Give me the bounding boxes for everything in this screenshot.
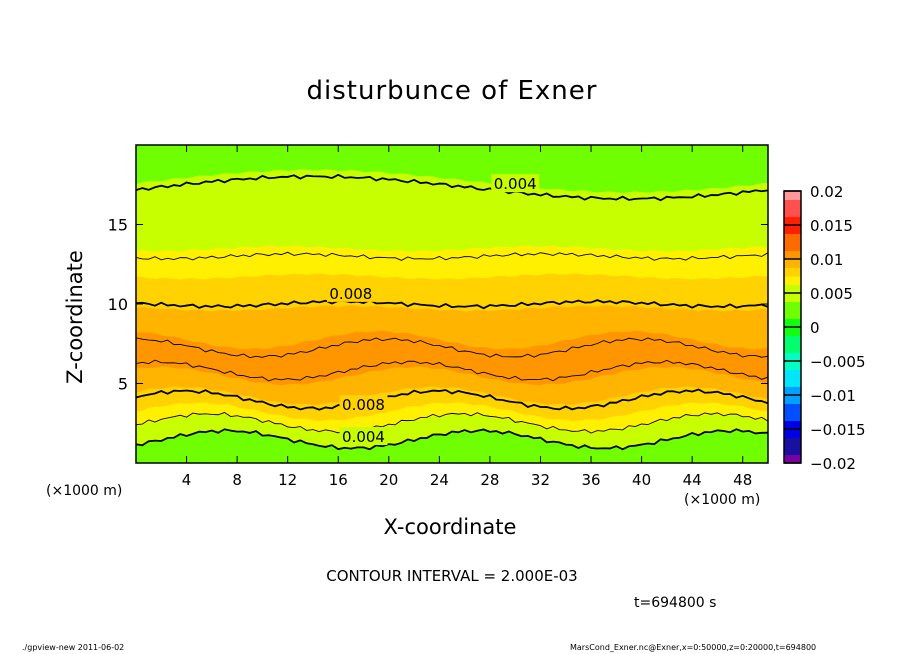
contour-interval: CONTOUR INTERVAL = 2.000E-03 [326, 567, 578, 585]
x-tick-label: 44 [683, 471, 702, 489]
colorbar-swatch [784, 369, 801, 379]
field-band [136, 145, 768, 166]
contour-line [136, 388, 768, 411]
field-band [136, 466, 768, 489]
colorbar-swatch [784, 208, 801, 217]
field-band [136, 145, 768, 158]
x-tick-label: 28 [480, 471, 499, 489]
field-band [211, 457, 768, 463]
contour-label-bg [491, 174, 540, 193]
field-band [499, 145, 758, 154]
colorbar-tick-label: 0.02 [810, 183, 843, 201]
colorbar-swatch [784, 225, 801, 234]
colorbar-swatch [784, 293, 801, 302]
colorbar-swatch [784, 344, 801, 353]
y-tick-label: 10 [108, 295, 128, 314]
contour-label: 0.004 [342, 428, 385, 446]
colorbar-swatch [784, 276, 801, 285]
colorbar-tick-label: 0.005 [810, 285, 853, 303]
contour-line [136, 299, 768, 310]
contour-line [136, 251, 768, 261]
x-tick-label: 4 [182, 471, 192, 489]
colorbar-swatch [784, 216, 801, 226]
contour-label-bg [339, 395, 388, 414]
contour-label: 0.008 [342, 396, 385, 414]
x-tick-label: 36 [581, 471, 600, 489]
colorbar-swatch [784, 335, 801, 345]
contour-label-bg [326, 283, 375, 302]
colorbar-swatch [784, 395, 801, 404]
chart-title: disturbunce of Exner [306, 76, 598, 106]
y-axis-label: Z-coordinate [63, 250, 87, 384]
field-band [232, 461, 768, 463]
field-band [136, 445, 768, 463]
colorbar-swatch [784, 284, 801, 294]
footer-left: ./gpview-new 2011-06-02 [22, 643, 125, 652]
y-tick-label: 15 [108, 216, 128, 235]
colorbar-swatch [784, 301, 801, 311]
contour-line [136, 412, 768, 434]
colorbar-swatch [784, 429, 801, 438]
x-unit-label-left: (×1000 m) [46, 483, 123, 499]
x-unit-label-right: (×1000 m) [684, 492, 761, 508]
contour-label: 0.008 [329, 285, 372, 303]
colorbar-swatch [784, 310, 801, 319]
colorbar-swatch [784, 191, 801, 200]
colorbar-swatch [784, 318, 801, 328]
colorbar-swatch [784, 437, 801, 447]
x-tick-label: 20 [379, 471, 398, 489]
field-band [136, 145, 768, 170]
colorbar-swatch [784, 361, 801, 370]
field-band [158, 449, 768, 463]
x-tick-label: 32 [531, 471, 550, 489]
colorbar-tick-label: 0.015 [810, 217, 853, 235]
colorbar-swatch [784, 233, 801, 243]
x-tick-label: 40 [632, 471, 651, 489]
contour-label-bg [339, 426, 388, 445]
colorbar-swatch [784, 454, 801, 464]
x-tick-label: 16 [329, 471, 348, 489]
field-band [540, 145, 707, 150]
colorbar-swatch [784, 250, 801, 260]
field-group: 0.004 0.008 0.008 0.004 [136, 145, 768, 489]
field-band [185, 453, 768, 463]
time-label: t=694800 s [634, 595, 717, 611]
footer-right: MarsCond_Exner.nc@Exner,x=0:50000,z=0:20… [570, 643, 817, 652]
field-band [615, 145, 642, 146]
colorbar-tick-label: 0.01 [810, 251, 843, 269]
colorbar-swatch [784, 327, 801, 336]
colorbar-swatch [784, 378, 801, 387]
colorbar-swatch [784, 386, 801, 396]
colorbar-swatch [784, 199, 801, 209]
colorbar-swatch [784, 412, 801, 421]
contour-line [136, 359, 768, 382]
x-tick-label: 8 [232, 471, 242, 489]
contour-line [136, 428, 768, 451]
x-tick-label: 48 [733, 471, 752, 489]
colorbar-frame [783, 190, 802, 464]
contour-line [136, 173, 768, 202]
colorbar-tick-label: −0.005 [810, 353, 866, 371]
colorbar-swatch [784, 259, 801, 268]
contour-line [136, 337, 768, 359]
colorbar-swatch [784, 403, 801, 413]
x-axis-label: X-coordinate [383, 515, 517, 539]
colorbar-swatch [784, 420, 801, 430]
colorbar-swatch [784, 352, 801, 362]
colorbar-swatch [784, 267, 801, 277]
colorbar-tick-label: −0.015 [810, 421, 866, 439]
colorbar-tick-label: −0.02 [810, 455, 856, 473]
x-tick-label: 24 [430, 471, 449, 489]
colorbar-swatch [784, 446, 801, 455]
contour-label: 0.004 [494, 175, 537, 193]
colorbar-swatch [784, 242, 801, 251]
y-tick-label: 5 [118, 375, 128, 394]
colorbar-tick-label: 0 [810, 319, 820, 337]
x-tick-label: 12 [278, 471, 297, 489]
colorbar-tick-label: −0.01 [810, 387, 856, 405]
